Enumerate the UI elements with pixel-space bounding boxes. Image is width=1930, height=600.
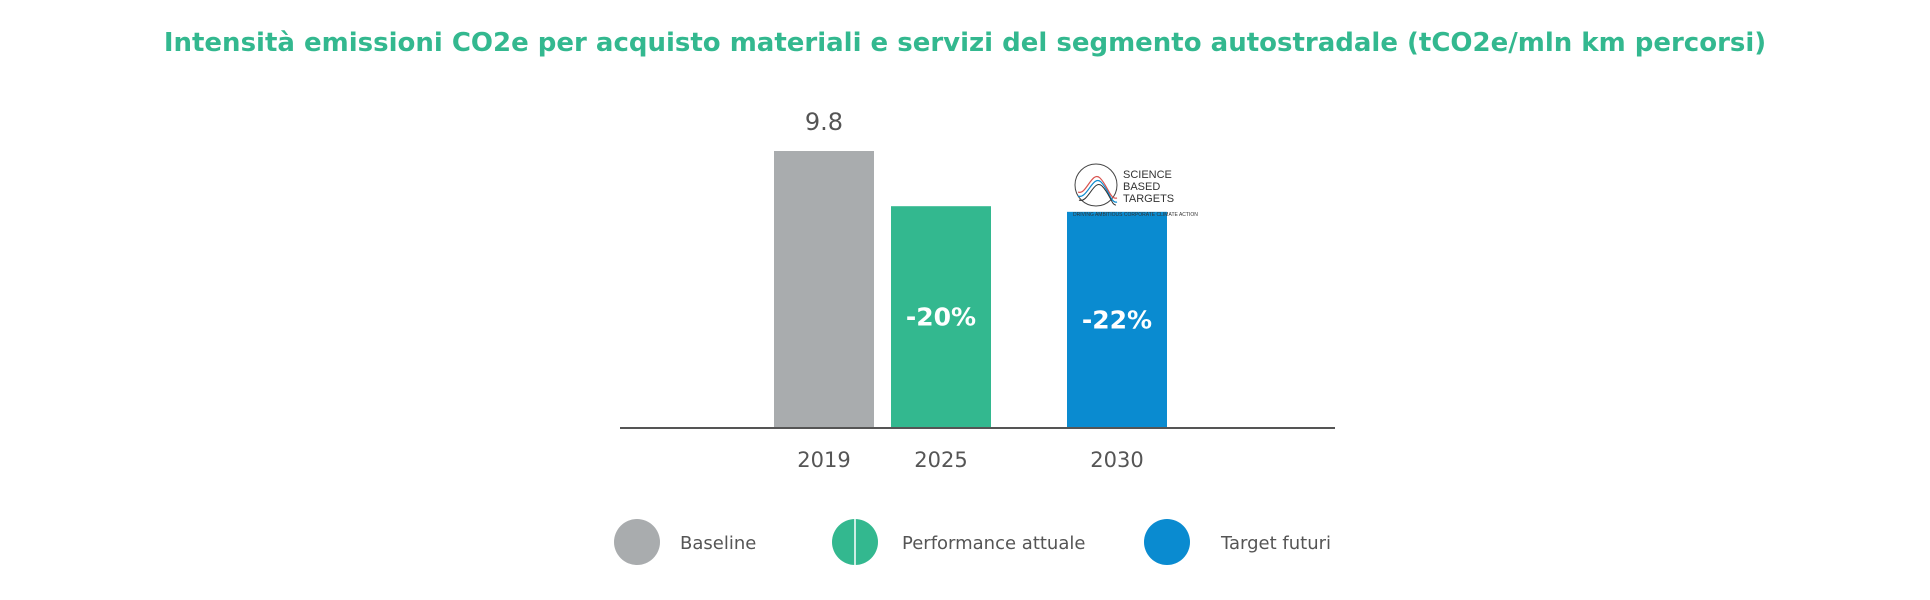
- legend-swatch-target: [1144, 519, 1190, 565]
- chart-title: Intensità emissioni CO2e per acquisto ma…: [163, 28, 1767, 58]
- bars-layer: [774, 151, 1167, 427]
- legend-swatch-baseline: [614, 519, 660, 565]
- x-tick-2030: 2030: [1090, 448, 1143, 472]
- x-tick-2019: 2019: [797, 448, 850, 472]
- legend-label-performance: Performance attuale: [902, 533, 1085, 554]
- sbti-logo-icon: [1074, 163, 1118, 207]
- bar-2025: [891, 206, 991, 427]
- data-label-2025: -20%: [906, 303, 976, 332]
- data-label-2030: -22%: [1082, 305, 1152, 334]
- data-label-2019: 9.8: [805, 108, 843, 136]
- legend-label-baseline: Baseline: [680, 533, 756, 554]
- sbti-logo-tagline: DRIVING AMBITIOUS CORPORATE CLIMATE ACTI…: [1073, 212, 1198, 218]
- legend-label-target: Target futuri: [1220, 533, 1331, 554]
- x-tick-2025: 2025: [914, 448, 967, 472]
- sbti-logo-text-3: TARGETS: [1123, 193, 1174, 205]
- sbti-logo: SCIENCE BASED TARGETS DRIVING AMBITIOUS …: [1073, 163, 1198, 218]
- sbti-logo-text-2: BASED: [1123, 181, 1160, 193]
- legend: Baseline Performance attuale Target futu…: [614, 519, 1331, 565]
- bar-2019: [774, 151, 874, 427]
- bar-2030: [1067, 211, 1167, 427]
- sbti-logo-text-1: SCIENCE: [1123, 169, 1172, 181]
- labels-layer: 9.8 2019 -20% 2025 -22% 2030: [797, 108, 1152, 472]
